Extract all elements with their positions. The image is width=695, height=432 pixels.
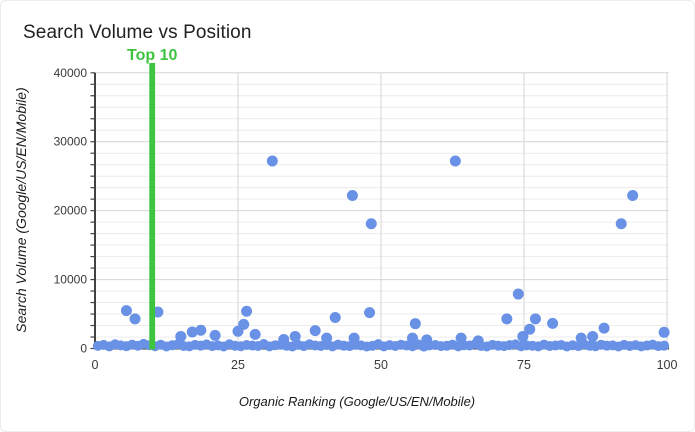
data-point [627, 189, 639, 201]
data-point [238, 318, 250, 330]
gridlines [95, 72, 669, 349]
x-tick-label: 100 [657, 358, 678, 372]
y-tick-label: 40000 [54, 66, 88, 80]
data-point [529, 313, 541, 325]
top10-threshold-line [149, 63, 156, 350]
data-point [524, 323, 536, 335]
data-point [517, 330, 529, 342]
data-point [289, 330, 301, 342]
data-point [348, 332, 360, 344]
data-point [547, 317, 559, 329]
data-point [309, 325, 321, 337]
data-point [501, 313, 513, 325]
data-point [587, 330, 599, 342]
data-point [658, 326, 670, 338]
data-point [175, 330, 187, 342]
data-point [278, 334, 290, 346]
y-tick-label: 10000 [54, 273, 88, 287]
data-point [249, 328, 261, 340]
y-tick-label: 30000 [54, 135, 88, 149]
data-point [266, 155, 278, 167]
data-point [209, 329, 221, 341]
x-tick-label: 25 [231, 358, 245, 372]
data-point [598, 322, 610, 334]
data-point [615, 218, 627, 230]
y-tick-label: 20000 [54, 204, 88, 218]
y-tick-label: 0 [80, 342, 87, 356]
x-axis-title: Organic Ranking (Google/US/EN/Mobile) [239, 394, 475, 409]
data-point [329, 311, 341, 323]
data-point [406, 332, 418, 344]
data-point [472, 335, 484, 347]
y-axis-title: Search Volume (Google/US/EN/Mobile) [13, 87, 29, 332]
data-point [575, 332, 587, 344]
data-point [152, 306, 164, 318]
data-point [241, 305, 253, 317]
x-tick-label: 50 [374, 358, 388, 372]
data-point [659, 340, 670, 351]
chart-title: Search Volume vs Position [23, 22, 252, 43]
data-point [195, 324, 207, 336]
data-point [120, 305, 132, 317]
data-point [129, 313, 141, 325]
chart-labels: Top 10 Search Volume (Google/US/EN/Mobil… [13, 47, 677, 409]
data-point [321, 332, 333, 344]
data-point [421, 334, 433, 346]
data-point [186, 326, 198, 338]
data-point [455, 332, 467, 344]
data-point [409, 318, 421, 330]
data-point [346, 189, 358, 201]
data-point [365, 218, 377, 230]
data-point [449, 155, 461, 167]
x-tick-label: 0 [92, 358, 99, 372]
scatter-points [92, 155, 670, 352]
top10-label: Top 10 [127, 47, 177, 64]
data-point [364, 307, 376, 319]
x-tick-label: 75 [517, 358, 531, 372]
tick-labels: 0 10000 20000 30000 40000 0 25 50 75 100 [54, 66, 678, 372]
data-point [512, 288, 524, 300]
